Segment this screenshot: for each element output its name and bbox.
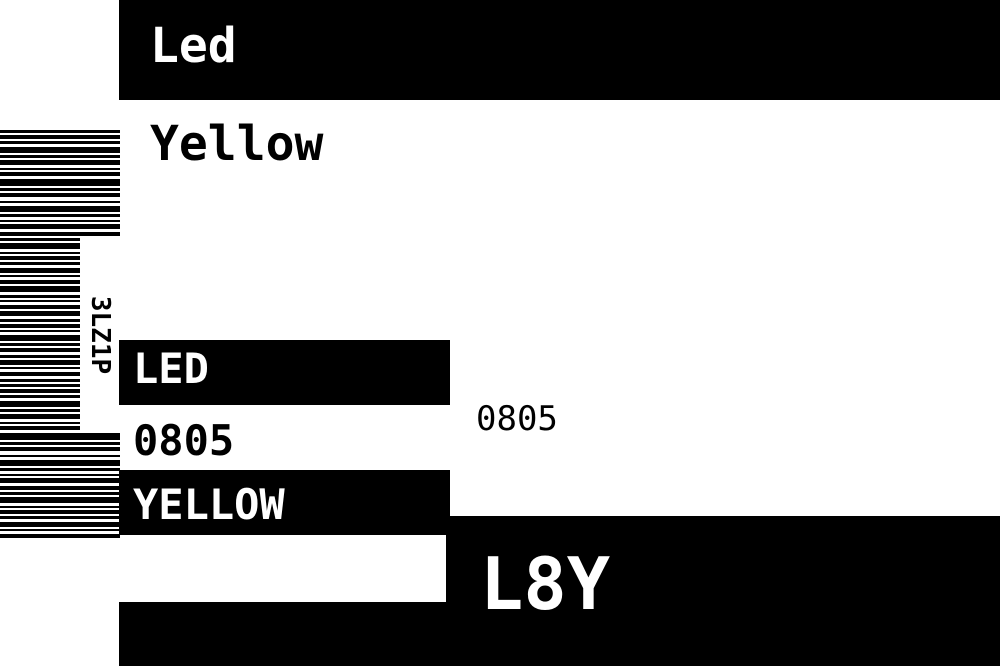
barcode-stripe (0, 224, 120, 229)
barcode-stripe (0, 372, 120, 376)
barcode-stripe (0, 468, 120, 471)
barcode-stripe (0, 275, 120, 277)
barcode-stripe (0, 262, 120, 265)
barcode-stripe (0, 379, 120, 382)
package-size-secondary: 0805 (476, 399, 558, 439)
footer-band (119, 602, 450, 666)
barcode-stripe (0, 486, 120, 490)
barcode-stripe (0, 460, 120, 466)
barcode-stripe (0, 160, 120, 165)
barcode-stripe (0, 474, 120, 476)
header-band (119, 0, 1000, 100)
barcode-stripe (0, 305, 120, 309)
barcode-stripe (0, 324, 120, 328)
barcode-stripe (0, 193, 120, 197)
barcode-stripe (0, 135, 120, 139)
barcode-stripe (0, 280, 120, 284)
barcode-stripe (0, 130, 120, 133)
barcode-stripe (0, 311, 120, 316)
barcode-stripe (0, 506, 120, 508)
barcode-text: 3LZ1P (85, 295, 115, 375)
color-name-caps: YELLOW (133, 480, 285, 529)
barcode-stripe (0, 478, 120, 483)
barcode-stripe (0, 179, 120, 186)
barcode-stripe (0, 168, 120, 170)
barcode-stripe (0, 238, 120, 241)
barcode-stripe (0, 141, 120, 144)
barcode-stripe (0, 155, 120, 158)
barcode-stripe (0, 319, 120, 322)
barcode-stripe (0, 522, 120, 527)
barcode-stripe (0, 295, 120, 298)
barcode-stripe (0, 442, 120, 445)
short-code-band (446, 516, 1000, 666)
barcode-stripe (0, 243, 120, 249)
part-type-title: Led (150, 18, 237, 74)
barcode-stripe (0, 447, 120, 451)
part-type-caps: LED (133, 344, 209, 393)
type-band (119, 340, 450, 405)
barcode-stripe (0, 422, 120, 424)
barcode-stripe (0, 401, 120, 407)
barcode-stripe (0, 343, 120, 346)
barcode-stripe (0, 355, 120, 358)
barcode-stripe (0, 335, 120, 341)
barcode-stripe (0, 529, 120, 531)
barcode-stripe (0, 201, 120, 203)
barcode-stripe (0, 426, 120, 430)
barcode-stripe (0, 256, 120, 260)
barcode-stripe (0, 232, 120, 236)
barcode-stripe (0, 348, 120, 352)
barcode-stripe (0, 414, 120, 419)
barcode-stripe (0, 286, 120, 292)
barcode-stripe (0, 172, 120, 176)
short-code: L8Y (480, 542, 611, 626)
barcode-stripe (0, 455, 120, 457)
barcode-stripe (0, 389, 120, 393)
barcode-stripe (0, 300, 120, 302)
barcode-stripe (0, 492, 120, 495)
barcode-stripe (0, 433, 120, 440)
barcode-stripe (0, 330, 120, 332)
color-name: Yellow (150, 116, 324, 172)
barcode-stripe (0, 384, 120, 387)
barcode (0, 130, 120, 538)
package-size: 0805 (133, 416, 235, 465)
barcode-stripe (0, 220, 120, 222)
barcode-stripe (0, 516, 120, 519)
barcode-stripe (0, 497, 120, 503)
color-band (119, 470, 450, 535)
barcode-stripe (0, 534, 120, 538)
barcode-stripe (0, 367, 120, 369)
barcode-stripe (0, 188, 120, 191)
barcode-stripe (0, 409, 120, 412)
barcode-stripe (0, 395, 120, 398)
barcode-stripe (0, 360, 120, 365)
barcode-label-background (80, 238, 120, 433)
barcode-stripe (0, 252, 120, 254)
barcode-stripe (0, 268, 120, 273)
barcode-stripe (0, 206, 120, 212)
barcode-stripe (0, 214, 120, 217)
barcode-stripe (0, 147, 120, 153)
barcode-stripe (0, 510, 120, 514)
